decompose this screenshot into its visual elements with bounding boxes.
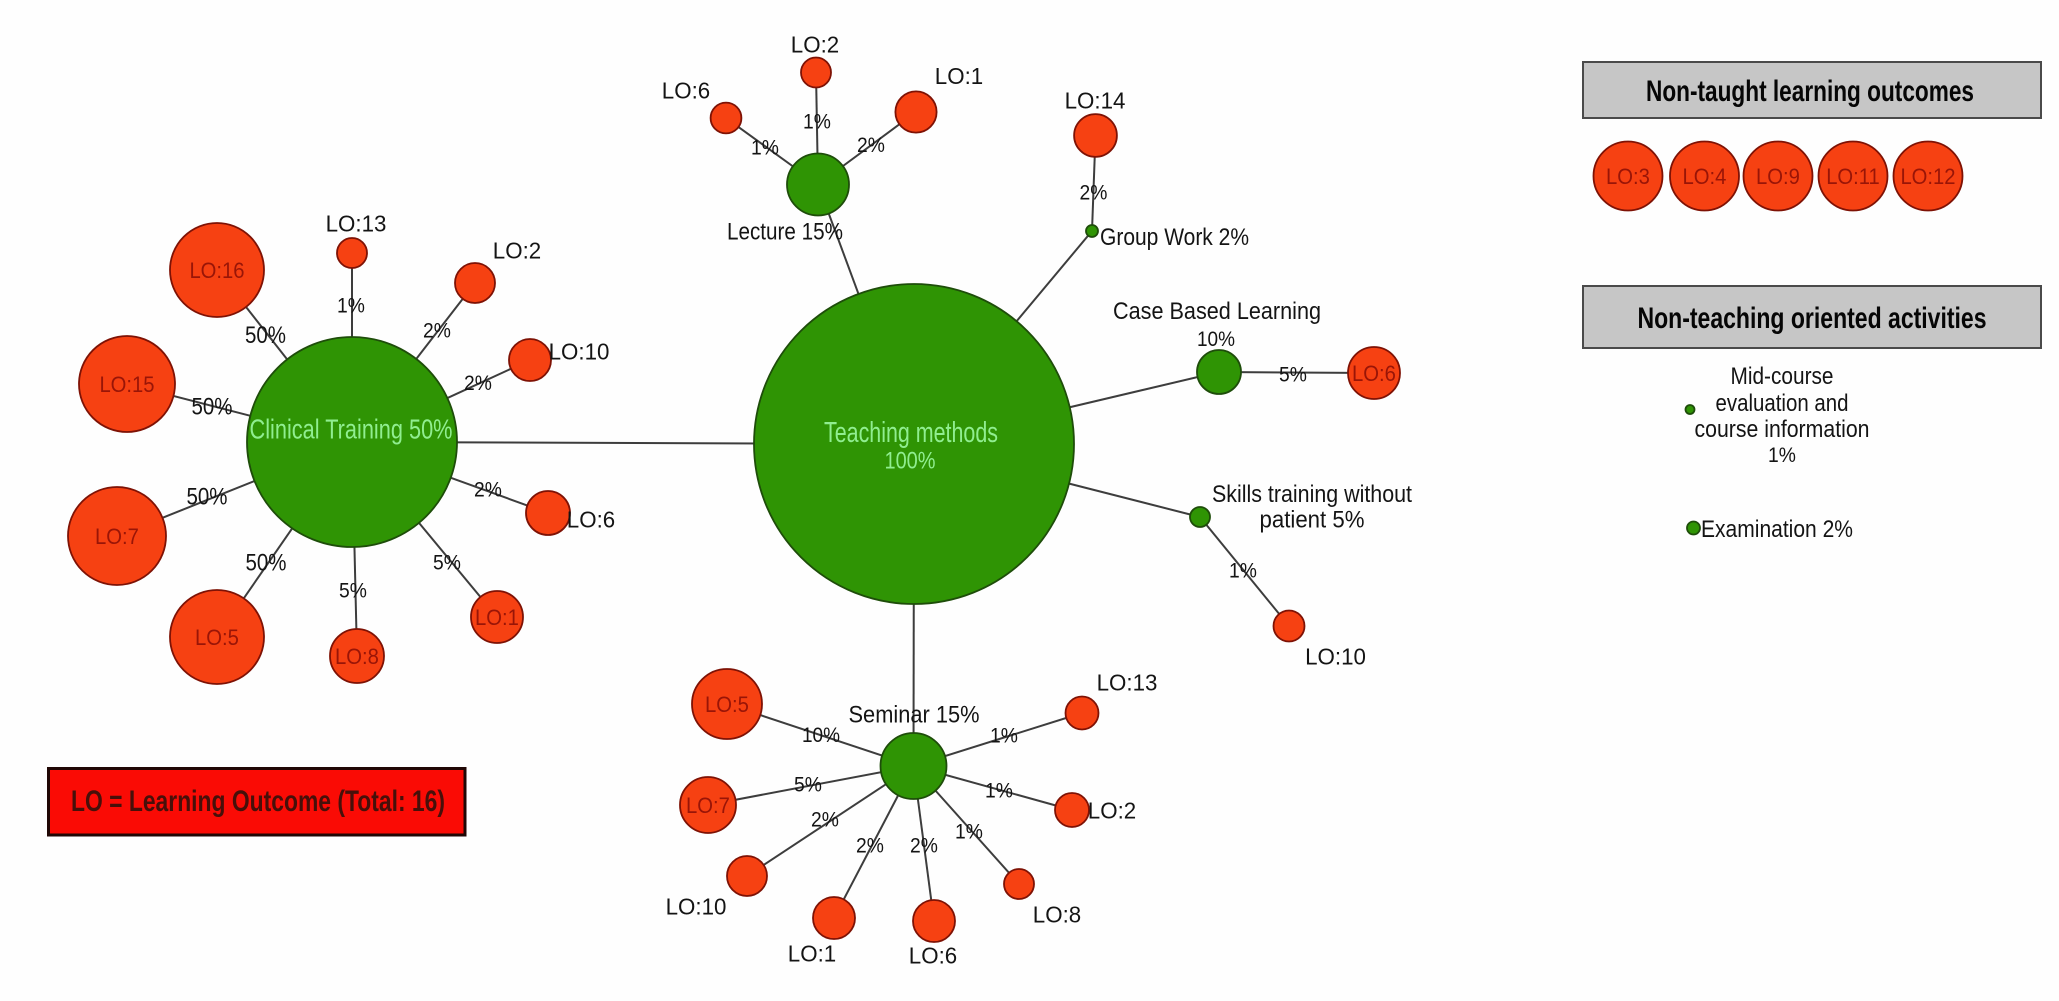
svg-text:Skills training without: Skills training without <box>1212 481 1412 508</box>
svg-text:50%: 50% <box>187 484 228 511</box>
svg-text:1%: 1% <box>985 780 1013 803</box>
svg-text:1%: 1% <box>1229 560 1257 583</box>
svg-text:LO:10: LO:10 <box>666 893 727 919</box>
svg-text:Clinical Training 50%: Clinical Training 50% <box>250 414 453 445</box>
svg-text:50%: 50% <box>246 550 287 577</box>
svg-text:1%: 1% <box>751 137 779 160</box>
svg-text:LO:1: LO:1 <box>935 63 983 89</box>
svg-text:LO:1: LO:1 <box>788 940 836 966</box>
svg-text:LO:10: LO:10 <box>1305 643 1366 669</box>
svg-text:100%: 100% <box>885 448 936 475</box>
svg-text:Seminar 15%: Seminar 15% <box>849 701 980 728</box>
svg-text:LO:8: LO:8 <box>1033 901 1081 927</box>
svg-text:2%: 2% <box>910 835 938 858</box>
svg-text:1%: 1% <box>990 725 1018 748</box>
svg-text:50%: 50% <box>245 322 286 349</box>
svg-text:LO = Learning Outcome (Total:: LO = Learning Outcome (Total: 16) <box>71 785 445 818</box>
svg-text:LO:2: LO:2 <box>1088 797 1136 823</box>
svg-text:2%: 2% <box>811 809 839 832</box>
svg-text:Teaching methods: Teaching methods <box>824 416 998 448</box>
svg-text:LO:5: LO:5 <box>705 692 749 717</box>
svg-text:Non-teaching oriented activiti: Non-teaching oriented activities <box>1638 302 1987 335</box>
svg-text:2%: 2% <box>856 835 884 858</box>
svg-text:2%: 2% <box>1080 181 1108 204</box>
svg-text:5%: 5% <box>1279 364 1307 387</box>
svg-text:Lecture 15%: Lecture 15% <box>727 219 843 246</box>
svg-text:Group Work 2%: Group Work 2% <box>1100 224 1249 251</box>
svg-text:Case Based Learning: Case Based Learning <box>1113 298 1321 325</box>
svg-text:10%: 10% <box>1197 327 1235 351</box>
svg-text:LO:7: LO:7 <box>686 793 730 818</box>
svg-text:10%: 10% <box>802 723 840 747</box>
svg-text:2%: 2% <box>423 320 451 343</box>
svg-text:LO:12: LO:12 <box>1900 164 1955 189</box>
svg-text:1%: 1% <box>337 295 365 318</box>
svg-text:LO:2: LO:2 <box>791 31 839 57</box>
svg-text:LO:11: LO:11 <box>1826 164 1880 189</box>
svg-text:LO:13: LO:13 <box>1097 669 1158 695</box>
svg-text:LO:13: LO:13 <box>326 210 387 236</box>
svg-text:LO:1: LO:1 <box>475 605 519 630</box>
svg-text:1%: 1% <box>1768 444 1796 467</box>
svg-text:Examination 2%: Examination 2% <box>1701 516 1853 543</box>
svg-text:LO:6: LO:6 <box>567 506 615 532</box>
svg-text:2%: 2% <box>857 134 885 157</box>
svg-text:Mid-course: Mid-course <box>1731 363 1834 390</box>
svg-text:LO:5: LO:5 <box>195 625 239 650</box>
svg-text:1%: 1% <box>955 821 983 844</box>
svg-text:LO:16: LO:16 <box>189 258 244 283</box>
svg-text:2%: 2% <box>474 479 502 502</box>
svg-text:LO:3: LO:3 <box>1606 164 1650 189</box>
svg-text:LO:2: LO:2 <box>493 237 541 263</box>
svg-text:LO:6: LO:6 <box>662 77 710 103</box>
svg-text:LO:8: LO:8 <box>335 644 379 669</box>
svg-text:LO:7: LO:7 <box>95 524 139 549</box>
svg-text:1%: 1% <box>803 111 831 134</box>
svg-text:LO:6: LO:6 <box>1352 361 1396 386</box>
svg-text:LO:4: LO:4 <box>1683 164 1727 189</box>
svg-text:course information: course information <box>1695 416 1870 443</box>
svg-text:5%: 5% <box>433 552 461 575</box>
svg-text:LO:15: LO:15 <box>99 372 154 397</box>
svg-text:Non-taught learning outcomes: Non-taught learning outcomes <box>1646 75 1974 108</box>
svg-text:LO:6: LO:6 <box>909 942 957 968</box>
svg-text:LO:14: LO:14 <box>1065 87 1126 113</box>
svg-text:evaluation and: evaluation and <box>1716 390 1849 417</box>
svg-text:2%: 2% <box>464 372 492 395</box>
svg-text:LO:10: LO:10 <box>549 338 610 364</box>
svg-text:50%: 50% <box>192 394 233 421</box>
svg-text:5%: 5% <box>794 774 822 797</box>
svg-text:5%: 5% <box>339 580 367 603</box>
svg-text:patient 5%: patient 5% <box>1260 507 1365 534</box>
svg-text:LO:9: LO:9 <box>1756 164 1800 189</box>
